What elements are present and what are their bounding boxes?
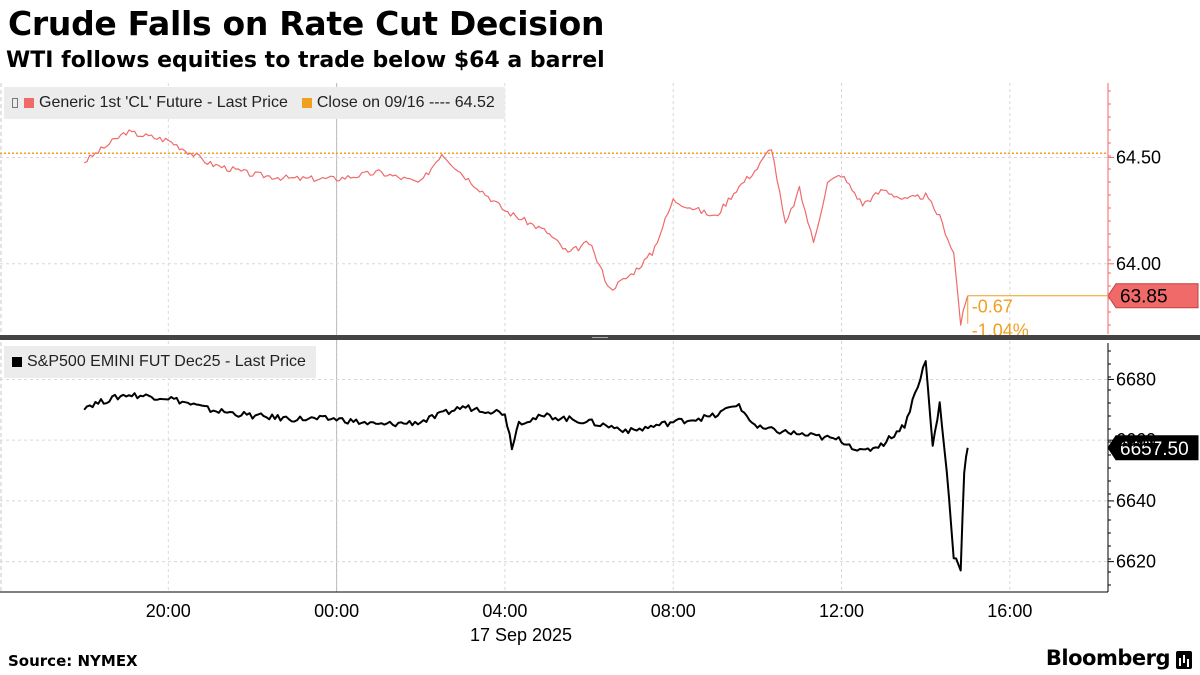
chart-title: Crude Falls on Rate Cut Decision: [8, 4, 605, 43]
legend-swatch-wti: [24, 98, 34, 108]
legend-label-wti: Generic 1st 'CL' Future - Last Price: [39, 94, 288, 111]
x-tick-label: 20:00: [146, 601, 191, 621]
y-tick-label: 6680: [1116, 369, 1156, 389]
source-note: Source: NYMEX: [8, 652, 138, 670]
x-tick-label: 04:00: [482, 601, 527, 621]
y-tick-label: 6660: [1116, 430, 1156, 450]
last-value-tag: [1107, 435, 1199, 461]
legend-label-close: Close on 09/16 ---- 64.52: [316, 94, 495, 111]
chart-subtitle: WTI follows equities to trade below $64 …: [6, 48, 605, 73]
y-tick-label: 6620: [1116, 552, 1156, 572]
change-annotation: -0.67: [972, 297, 1013, 317]
x-tick-label: 00:00: [314, 601, 359, 621]
sp500-price-line: [83, 360, 969, 572]
legend-item-sp500: S&P500 EMINI FUT Dec25 - Last Price: [12, 353, 306, 371]
sp500-panel: [83, 360, 969, 572]
legend-item-close: Close on 09/16 ---- 64.52: [301, 94, 495, 112]
wti-panel: -0.67-1.04%: [0, 129, 1108, 341]
last-value-tag: [1107, 283, 1199, 309]
x-tick-label: 08:00: [651, 601, 696, 621]
tool-icon[interactable]: [12, 98, 18, 108]
x-tick-label: 16:00: [987, 601, 1032, 621]
wti-price-line: [83, 129, 969, 326]
x-tick-label: 12:00: [819, 601, 864, 621]
y-tick-label: 64.00: [1116, 254, 1161, 274]
legend-swatch-sp500: [12, 357, 22, 367]
y-tick-label: 6640: [1116, 491, 1156, 511]
wti-legend: Generic 1st 'CL' Future - Last Price Clo…: [4, 87, 505, 119]
y-tick-label: 64.50: [1116, 147, 1161, 167]
last-value-label: 63.85: [1120, 287, 1168, 308]
last-value-label: 6657.50: [1120, 439, 1189, 460]
chart-axes: 63.85 64.50 64.00 6657.50 6680 6660 6640 6620 20…: [0, 83, 1200, 645]
x-date-label: 17 Sep 2025: [470, 625, 572, 645]
brand-logo: Bloomberg: [1045, 646, 1171, 670]
legend-item-wti: Generic 1st 'CL' Future - Last Price: [24, 94, 288, 112]
bloomberg-terminal-icon: [1176, 651, 1192, 669]
legend-swatch-close: [301, 98, 312, 108]
legend-label-sp500: S&P500 EMINI FUT Dec25 - Last Price: [27, 353, 306, 370]
sp500-legend: S&P500 EMINI FUT Dec25 - Last Price: [4, 346, 316, 378]
